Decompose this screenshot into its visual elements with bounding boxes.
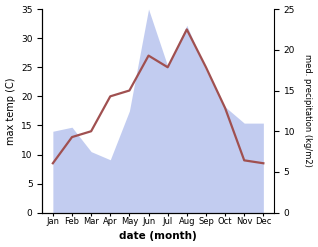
X-axis label: date (month): date (month) (119, 231, 197, 242)
Y-axis label: max temp (C): max temp (C) (5, 77, 16, 145)
Y-axis label: med. precipitation (kg/m2): med. precipitation (kg/m2) (303, 54, 313, 167)
